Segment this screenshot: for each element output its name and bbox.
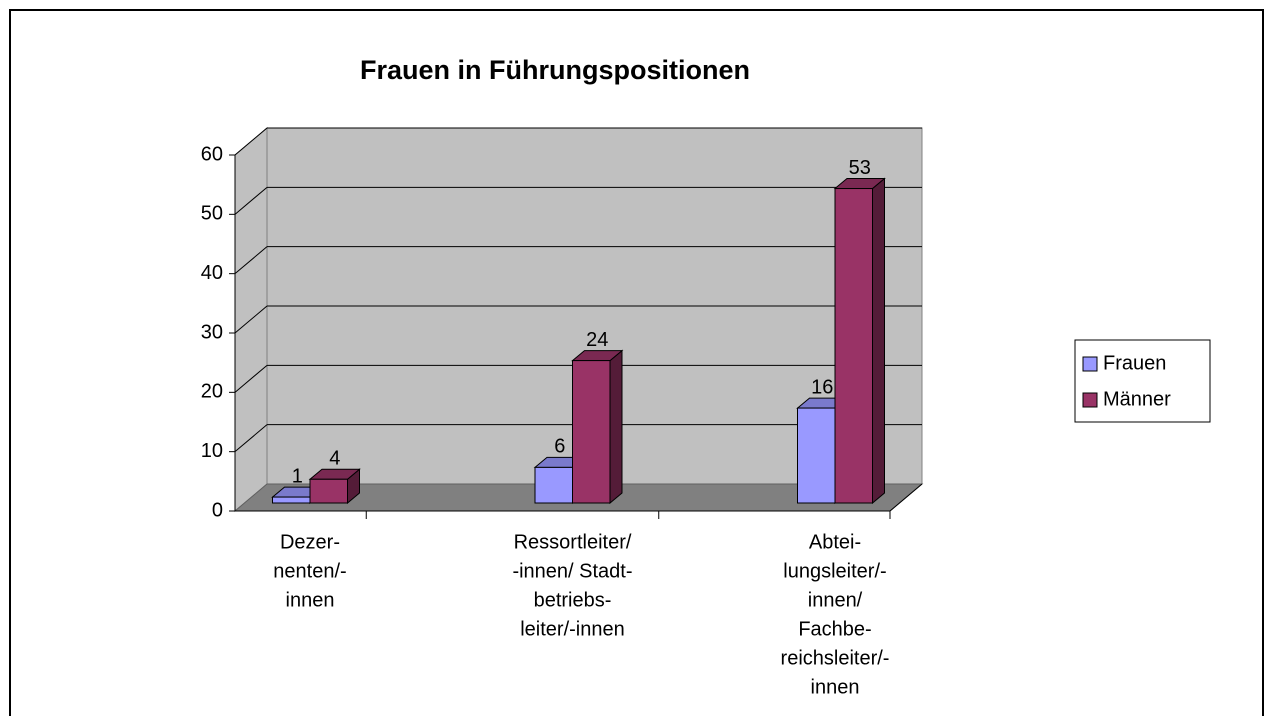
legend-swatch (1082, 392, 1098, 408)
grid-line (234, 305, 268, 334)
y-tick-label: 40 (201, 262, 223, 284)
y-tick-label: 20 (201, 381, 223, 403)
x-tick-label: innen (286, 589, 335, 611)
bar (534, 466, 573, 504)
bar-side (609, 349, 623, 505)
y-tick-label: 50 (201, 203, 223, 225)
y-tick-label: 0 (212, 499, 223, 521)
value-label: 6 (554, 436, 565, 458)
legend (1074, 339, 1211, 423)
legend-label: Frauen (1103, 352, 1166, 374)
x-tick-label: innen (811, 676, 860, 698)
legend-swatch (1082, 356, 1098, 372)
bar (834, 188, 873, 504)
grid-line (234, 424, 268, 453)
x-tick-label: betriebs- (534, 589, 612, 611)
value-label: 53 (849, 157, 871, 179)
value-label: 24 (586, 329, 608, 351)
bar (572, 360, 611, 504)
x-tick-label: reichsleiter/- (781, 647, 890, 669)
x-tick-label: innen/ (808, 589, 863, 611)
x-tick-label: Abtei- (809, 531, 861, 553)
x-tick-label: Fachbe- (798, 618, 871, 640)
y-tick-label: 60 (201, 143, 223, 165)
floor-edge (889, 483, 923, 512)
bar (797, 407, 836, 504)
grid-line (234, 127, 268, 156)
x-tick-label: leiter/-innen (520, 618, 625, 640)
value-label: 16 (811, 376, 833, 398)
grid-line (234, 364, 268, 393)
chart-title: Frauen in Führungspositionen (360, 55, 750, 85)
legend-label: Männer (1103, 388, 1171, 410)
grid-line (234, 186, 268, 215)
x-tick-label: nenten/- (273, 560, 346, 582)
x-tick-label: Ressortleiter/ (514, 531, 632, 553)
grid-line (234, 246, 268, 275)
x-tick-label: -innen/ Stadt- (512, 560, 632, 582)
bar (309, 478, 348, 504)
bar (272, 496, 311, 504)
x-tick-label: Dezer- (280, 531, 340, 553)
y-tick-label: 30 (201, 321, 223, 343)
bar-side (872, 177, 885, 505)
y-tick-label: 10 (201, 440, 223, 462)
x-tick-label: lungsleiter/- (783, 560, 886, 582)
value-label: 1 (292, 465, 303, 487)
value-label: 4 (329, 448, 340, 470)
